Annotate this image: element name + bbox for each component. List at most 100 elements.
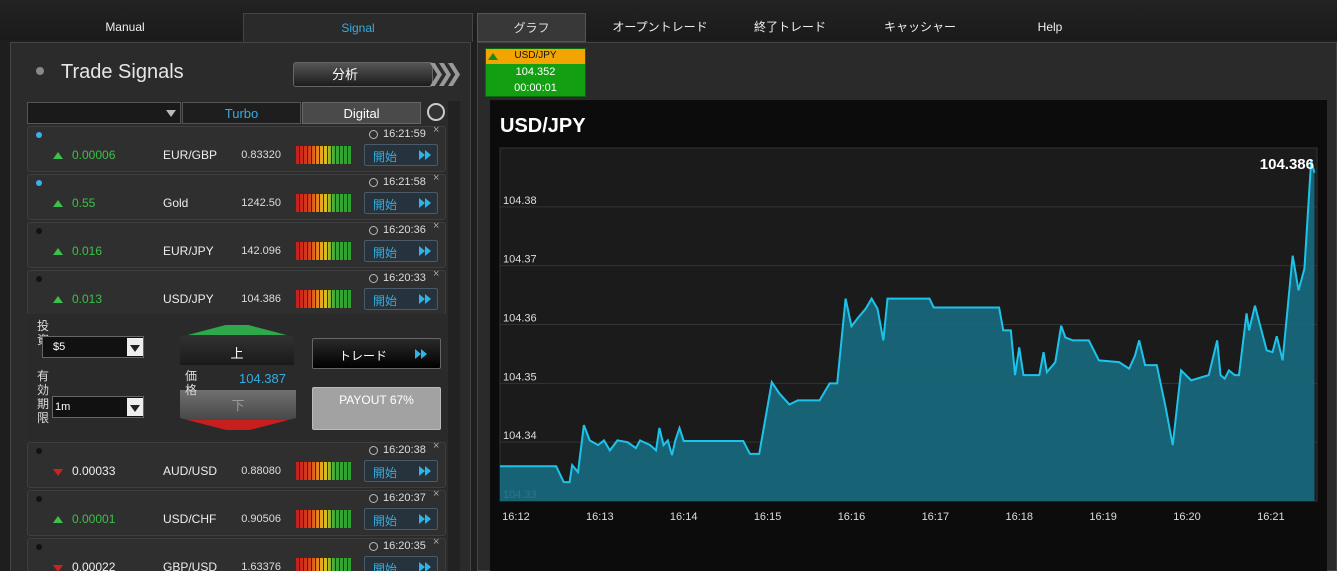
close-icon[interactable]: × xyxy=(433,536,440,548)
start-button[interactable]: 開始 xyxy=(364,144,438,166)
close-icon[interactable]: × xyxy=(433,488,440,500)
start-button[interactable]: 開始 xyxy=(364,240,438,262)
signal-time: 16:20:35 xyxy=(383,540,426,552)
investment-select[interactable]: $5 xyxy=(42,336,144,358)
ticker[interactable]: USD/JPY 104.352 00:00:01 xyxy=(485,48,586,97)
start-button[interactable]: 開始 xyxy=(364,460,438,482)
x-tick-label: 16:15 xyxy=(754,511,782,523)
payout-box: PAYOUT 67% xyxy=(312,387,441,430)
signal-pair: EUR/JPY xyxy=(163,244,214,258)
signal-pair: USD/CHF xyxy=(163,512,217,526)
info-icon[interactable] xyxy=(427,103,445,121)
arrow-down xyxy=(53,565,63,571)
signal-price: 0.88080 xyxy=(241,465,281,477)
signal-row[interactable]: 16:20:37 × 0.00001 USD/CHF 0.90506 開始 xyxy=(27,488,446,536)
signal-price: 142.096 xyxy=(241,245,281,257)
chevron xyxy=(430,63,442,86)
status-dot xyxy=(36,448,42,454)
start-label: 開始 xyxy=(373,562,398,571)
signal-price: 0.90506 xyxy=(241,513,281,525)
clock-icon xyxy=(369,542,378,551)
arrow-icon xyxy=(419,150,425,160)
arrow-up xyxy=(53,516,63,523)
signal-pair: EUR/GBP xyxy=(163,148,218,162)
ticker-timer: 00:00:01 xyxy=(514,82,557,94)
meter-gaps xyxy=(296,194,351,212)
start-label: 開始 xyxy=(373,198,398,212)
trade-button[interactable]: トレード xyxy=(312,338,441,369)
signal-row[interactable]: 16:21:58 × 0.55 Gold 1242.50 開始 xyxy=(27,172,446,220)
close-icon[interactable]: × xyxy=(433,124,440,136)
arrow-icon xyxy=(419,466,425,476)
start-button[interactable]: 開始 xyxy=(364,508,438,530)
status-dot xyxy=(36,228,42,234)
x-tick-label: 16:16 xyxy=(838,511,866,523)
signal-price: 1242.50 xyxy=(241,197,281,209)
up-button[interactable]: 上 xyxy=(180,325,294,365)
arrow-icon xyxy=(425,514,431,524)
arrow-icon xyxy=(415,349,421,359)
close-icon[interactable]: × xyxy=(433,268,440,280)
arrow-icon xyxy=(425,246,431,256)
nav-tab[interactable]: オープントレード xyxy=(612,20,708,34)
ticker-pair: USD/JPY xyxy=(514,50,557,61)
x-tick-label: 16:14 xyxy=(670,511,698,523)
signal-pair: AUD/USD xyxy=(163,464,218,478)
signal-change: 0.55 xyxy=(72,196,96,210)
start-button[interactable]: 開始 xyxy=(364,288,438,310)
signal-time: 16:21:58 xyxy=(383,176,426,188)
trade-label: トレード xyxy=(339,349,388,363)
arrow-icon xyxy=(419,294,425,304)
arrow-down xyxy=(166,110,176,117)
x-tick-label: 16:17 xyxy=(922,511,950,523)
start-label: 開始 xyxy=(373,514,398,528)
x-tick-label: 16:19 xyxy=(1089,511,1117,523)
signal-price: 0.83320 xyxy=(241,149,281,161)
analysis-button[interactable]: 分析 xyxy=(293,62,460,87)
close-icon[interactable]: × xyxy=(433,440,440,452)
arrow-up xyxy=(488,53,498,60)
arrow-up xyxy=(53,200,63,207)
current-price: 104.387 xyxy=(239,371,286,386)
arrow-up xyxy=(53,296,63,303)
arrow-icon xyxy=(425,466,431,476)
x-tick-label: 16:13 xyxy=(586,511,614,523)
area-fill xyxy=(500,160,1315,501)
scrollbar xyxy=(448,101,460,571)
start-label: 開始 xyxy=(373,294,398,308)
clock-icon xyxy=(369,130,378,139)
signal-pair: USD/JPY xyxy=(163,292,214,306)
start-button[interactable]: 開始 xyxy=(364,556,438,571)
dropdown[interactable] xyxy=(27,102,181,124)
signal-time: 16:21:59 xyxy=(383,128,426,140)
filter-tab[interactable]: Digital xyxy=(302,102,421,124)
nav-tab[interactable]: キャッシャー xyxy=(883,20,956,34)
filter-tab[interactable]: Turbo xyxy=(182,102,301,124)
nav-tab[interactable]: Signal xyxy=(243,13,473,42)
signal-row[interactable]: 16:20:38 × 0.00033 AUD/USD 0.88080 開始 xyxy=(27,440,446,488)
arrow-icon xyxy=(419,246,425,256)
arrow-icon xyxy=(425,562,431,571)
expiry-select[interactable]: 1m xyxy=(52,396,144,418)
nav-tab[interactable]: Manual xyxy=(105,20,145,34)
signal-row[interactable]: 16:20:36 × 0.016 EUR/JPY 142.096 開始 xyxy=(27,220,446,268)
signal-price: 104.386 xyxy=(241,293,281,305)
close-icon[interactable]: × xyxy=(433,172,440,184)
meter-gaps xyxy=(296,242,351,260)
arrow-icon xyxy=(421,349,427,359)
nav-tab[interactable]: Help xyxy=(1037,20,1063,34)
select-value: 1m xyxy=(55,401,71,413)
start-button[interactable]: 開始 xyxy=(364,192,438,214)
close-icon[interactable]: × xyxy=(433,220,440,232)
signal-row[interactable]: 16:20:35 × 0.00022 GBP/USD 1.63376 開始 xyxy=(27,536,446,571)
start-label: 開始 xyxy=(373,466,398,480)
signal-row[interactable]: 16:20:33 × 0.013 USD/JPY 104.386 開始 xyxy=(27,268,446,316)
form-label: 価格 xyxy=(185,369,198,397)
y-tick-label: 104.37 xyxy=(503,254,537,266)
signal-row[interactable]: 16:21:59 × 0.00006 EUR/GBP 0.83320 開始 xyxy=(27,124,446,172)
signal-change: 0.00022 xyxy=(72,560,116,571)
nav-tab[interactable]: 終了トレード xyxy=(753,20,826,34)
last-price-label: 104.386 xyxy=(1260,156,1314,173)
nav-tab[interactable]: グラフ xyxy=(477,13,586,42)
